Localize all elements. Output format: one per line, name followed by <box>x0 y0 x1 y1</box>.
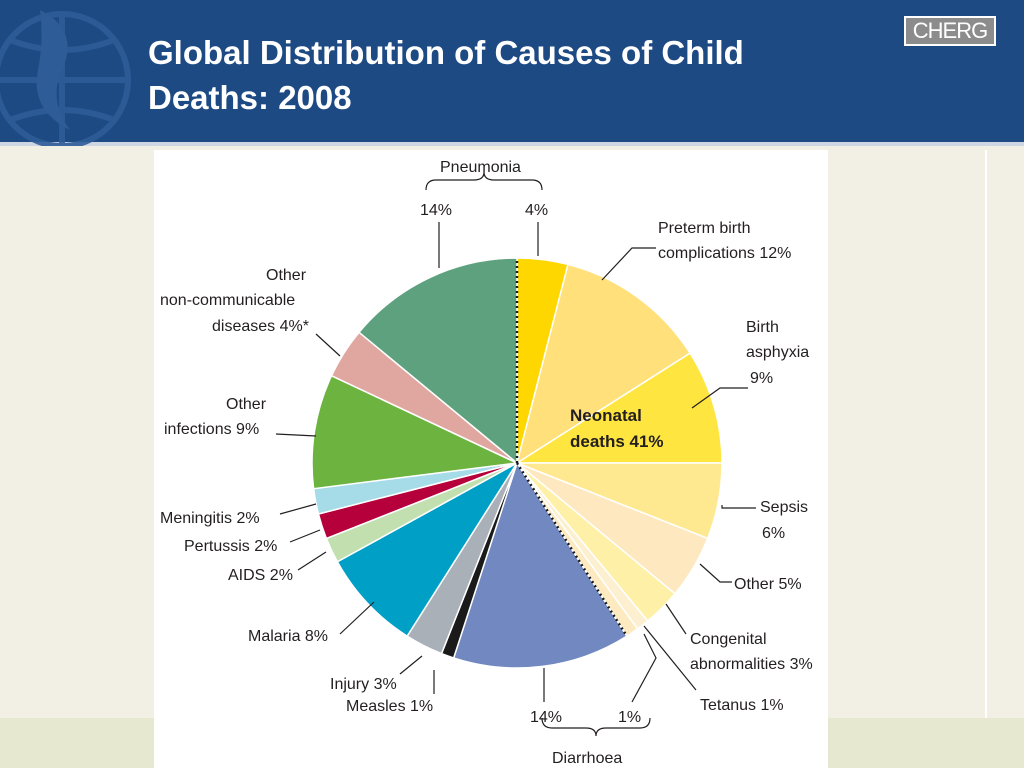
leader-injury <box>399 655 423 675</box>
pie-slice-birth-asphyxia <box>514 352 723 464</box>
pie-slice-diarrhoea <box>452 461 628 669</box>
leader-aids <box>297 551 327 571</box>
label-infections-1: Other <box>226 396 267 413</box>
right-margin <box>828 150 1024 768</box>
label-asphyxia-1: Birth <box>746 319 779 336</box>
label-neonatal-2: deaths 41% <box>570 432 664 451</box>
globe-emblem-icon <box>0 10 131 146</box>
decorative-stripe <box>985 150 987 768</box>
diarrhoea-bracket <box>541 717 651 737</box>
leader-meningitis <box>279 503 317 515</box>
label-ncd-3: diseases 4%* <box>212 318 309 335</box>
title-line-2: Deaths: 2008 <box>148 79 352 116</box>
label-tetanus: Tetanus 1% <box>700 697 784 714</box>
label-sepsis-2: 6% <box>762 525 785 542</box>
leader-diarrhoea-1 <box>631 633 657 703</box>
page-title: Global Distribution of Causes of Child D… <box>148 30 968 120</box>
leader-ncd <box>315 333 341 357</box>
label-congenital-1: Congenital <box>690 631 767 648</box>
label-preterm-2: complications 12% <box>658 245 791 262</box>
label-injury: Injury 3% <box>330 676 397 693</box>
pie-slice-malaria <box>336 462 518 638</box>
label-infections-2: infections 9% <box>164 421 259 438</box>
leader-congenital <box>665 603 687 635</box>
label-ncd-2: non-communicable <box>160 292 295 309</box>
left-margin <box>0 150 154 768</box>
leader-sepsis <box>721 505 756 509</box>
leader-asphyxia <box>691 387 748 409</box>
neonatal-divider-bottom <box>515 462 628 637</box>
label-diarrhoea-group: Diarrhoea <box>552 750 622 767</box>
label-other-neonatal: Other 5% <box>734 576 802 593</box>
label-pneumonia-4: 4% <box>525 202 548 219</box>
label-malaria: Malaria 8% <box>248 628 328 645</box>
label-pertussis: Pertussis 2% <box>184 538 277 555</box>
pie-slice-pneumonia <box>357 257 518 465</box>
leader-infections <box>275 433 317 437</box>
label-aids: AIDS 2% <box>228 567 293 584</box>
label-neonatal-1: Neonatal <box>570 406 642 425</box>
label-pneumonia-group: Pneumonia <box>440 159 521 176</box>
slide-header: Global Distribution of Causes of Child D… <box>0 0 1024 146</box>
label-asphyxia-3: 9% <box>750 370 773 387</box>
label-diarrhoea-1: 1% <box>618 709 641 726</box>
pie-chart: Pneumonia 14% 4% Preterm birth complicat… <box>160 159 813 767</box>
label-asphyxia-2: asphyxia <box>746 344 809 361</box>
title-line-1: Global Distribution of Causes of Child <box>148 34 744 71</box>
label-preterm-1: Preterm birth <box>658 220 750 237</box>
pneumonia-bracket <box>425 171 543 191</box>
leader-malaria <box>339 601 375 635</box>
label-measles: Measles 1% <box>346 698 433 715</box>
label-congenital-2: abnormalities 3% <box>690 656 813 673</box>
label-meningitis: Meningitis 2% <box>160 510 260 527</box>
leader-tetanus <box>643 625 697 691</box>
leader-pertussis <box>289 529 321 543</box>
label-sepsis-1: Sepsis <box>760 499 808 516</box>
label-pneumonia-14: 14% <box>420 202 452 219</box>
leader-preterm <box>601 247 656 281</box>
pie-slice-other-infections <box>311 374 520 490</box>
cherg-logo: CHERG <box>904 16 996 46</box>
leader-other <box>699 563 732 583</box>
label-diarrhoea-14: 14% <box>530 709 562 726</box>
label-ncd-1: Other <box>266 267 307 284</box>
pie-slice-preterm-birth-complications <box>515 263 692 465</box>
